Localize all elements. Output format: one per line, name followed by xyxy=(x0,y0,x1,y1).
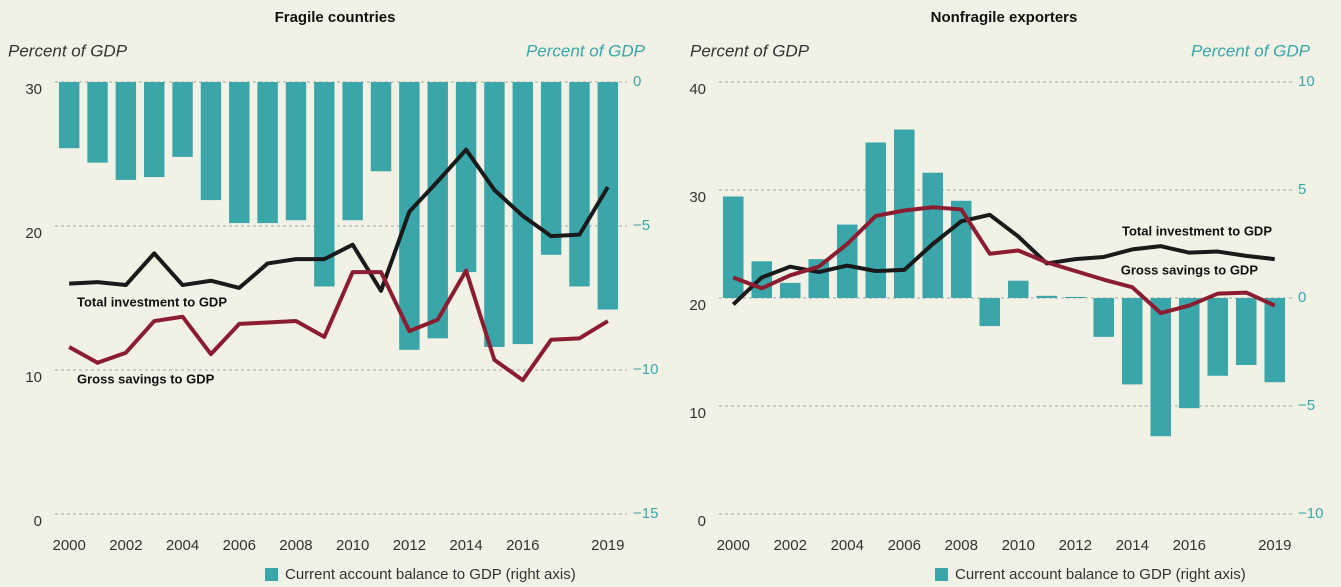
legend-label: Current account balance to GDP (right ax… xyxy=(955,566,1246,583)
bar xyxy=(836,224,858,298)
y2-tick-label: 5 xyxy=(1298,181,1306,198)
x-tick-label: 2000 xyxy=(717,537,750,554)
y-axis-label: Percent of GDP xyxy=(690,41,810,60)
y2-tick-label: −10 xyxy=(633,361,658,378)
bar xyxy=(314,82,335,287)
x-tick-label: 2008 xyxy=(945,537,978,554)
y2-tick-label: 0 xyxy=(633,73,641,90)
bar xyxy=(1207,298,1229,376)
bar xyxy=(1007,280,1029,298)
bar xyxy=(950,200,972,298)
line xyxy=(731,212,1275,306)
line xyxy=(68,268,609,383)
x-tick-label: 2012 xyxy=(393,537,426,554)
x-tick-label: 2010 xyxy=(1002,537,1035,554)
legend-label: Current account balance to GDP (right ax… xyxy=(285,566,576,583)
bar xyxy=(722,196,744,298)
line-label: Gross savings to GDP xyxy=(1121,262,1259,277)
x-tick-label: 2019 xyxy=(1258,537,1291,554)
line xyxy=(732,205,1276,316)
bar xyxy=(455,82,477,273)
bar xyxy=(922,172,944,298)
x-tick-label: 2019 xyxy=(591,537,624,554)
x-tick-label: 2012 xyxy=(1059,537,1092,554)
y-tick-label: 0 xyxy=(34,513,42,530)
line-label: Total investment to GDP xyxy=(77,294,227,309)
bar xyxy=(865,142,887,298)
x-tick-label: 2008 xyxy=(279,537,312,554)
bar xyxy=(1150,298,1172,437)
y-tick-label: 40 xyxy=(689,81,706,98)
bar xyxy=(200,82,222,201)
y2-tick-label: −5 xyxy=(1298,397,1315,414)
bar xyxy=(285,82,307,221)
x-tick-label: 2016 xyxy=(506,537,539,554)
y2-axis-label: Percent of GDP xyxy=(1191,41,1311,60)
bar xyxy=(1235,298,1257,365)
bar xyxy=(1036,295,1058,298)
bar xyxy=(257,82,278,224)
bar xyxy=(484,82,505,347)
y2-tick-label: −5 xyxy=(633,217,650,234)
y2-axis-label: Percent of GDP xyxy=(526,41,646,60)
bar xyxy=(1178,298,1200,409)
bar xyxy=(58,82,80,149)
x-tick-label: 2004 xyxy=(166,537,199,554)
chart-title: Fragile countries xyxy=(275,9,396,26)
bar xyxy=(1121,298,1143,385)
y2-tick-label: 10 xyxy=(1298,73,1315,90)
bar xyxy=(229,82,250,224)
line xyxy=(69,147,610,293)
bar xyxy=(87,82,108,163)
y-tick-label: 10 xyxy=(689,405,706,422)
line-label: Total investment to GDP xyxy=(1122,223,1272,238)
bar xyxy=(427,82,448,339)
bar xyxy=(779,282,801,298)
bar xyxy=(540,82,562,255)
x-tick-label: 2002 xyxy=(109,537,142,554)
legend-swatch xyxy=(265,568,278,581)
y2-tick-label: 0 xyxy=(1298,289,1306,306)
x-tick-label: 2010 xyxy=(336,537,369,554)
legend-swatch xyxy=(935,568,948,581)
x-tick-label: 2004 xyxy=(831,537,864,554)
y-tick-label: 20 xyxy=(689,297,706,314)
bar xyxy=(979,298,1001,327)
chart-title: Nonfragile exporters xyxy=(931,9,1078,26)
x-tick-label: 2006 xyxy=(223,537,256,554)
x-tick-label: 2002 xyxy=(774,537,807,554)
x-tick-label: 2006 xyxy=(888,537,921,554)
x-tick-label: 2016 xyxy=(1173,537,1206,554)
x-tick-label: 2014 xyxy=(1116,537,1149,554)
bar xyxy=(144,82,165,178)
bar xyxy=(512,82,533,345)
bar xyxy=(1064,296,1086,298)
bar xyxy=(172,82,193,157)
line-label: Gross savings to GDP xyxy=(77,371,215,386)
bar xyxy=(1264,298,1286,383)
x-tick-label: 2000 xyxy=(52,537,85,554)
y-tick-label: 20 xyxy=(25,225,42,242)
bar xyxy=(569,82,590,287)
y-tick-label: 30 xyxy=(25,81,42,98)
bar xyxy=(370,82,392,172)
bar xyxy=(1093,298,1115,337)
bar xyxy=(597,82,619,310)
y2-tick-label: −15 xyxy=(633,505,658,522)
y-tick-label: 10 xyxy=(25,369,42,386)
y-tick-label: 0 xyxy=(698,513,706,530)
x-tick-label: 2014 xyxy=(449,537,482,554)
bar xyxy=(893,129,915,298)
y-axis-label: Percent of GDP xyxy=(8,41,128,60)
bar xyxy=(115,82,137,180)
bar xyxy=(342,82,363,221)
y-tick-label: 30 xyxy=(689,189,706,206)
y2-tick-label: −10 xyxy=(1298,505,1323,522)
